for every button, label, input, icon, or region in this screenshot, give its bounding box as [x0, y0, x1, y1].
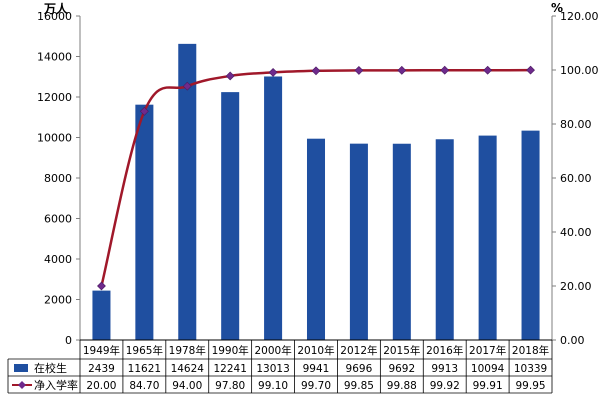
bar-value-label: 9696 [346, 363, 373, 375]
bar-value-label: 9941 [303, 363, 330, 375]
line-marker [526, 65, 535, 75]
bar [178, 43, 197, 340]
right-tick-label: 120.00 [560, 10, 599, 23]
bar-value-label: 10094 [471, 363, 505, 375]
bar-value-label: 2439 [88, 363, 115, 375]
bar [349, 143, 368, 340]
right-tick-label: 20.00 [560, 280, 592, 293]
left-tick-label: 2000 [44, 294, 72, 307]
line-marker [139, 106, 149, 116]
line-marker [268, 68, 278, 77]
bar [135, 104, 154, 341]
left-axis-unit: 万人 [43, 1, 69, 16]
line-marker [225, 71, 235, 81]
bar [306, 138, 326, 340]
bar-value-label: 10339 [514, 363, 547, 375]
category-label: 1990年 [212, 344, 249, 357]
left-tick-label: 8000 [44, 172, 72, 185]
left-tick-label: 10000 [37, 132, 72, 145]
right-tick-label: 0.00 [560, 334, 585, 347]
category-label: 2000年 [254, 344, 291, 357]
right-axis: 0.00 20.00 40.00 60.00 80.00 100.00 120.00% [551, 1, 599, 347]
line-value-label: 97.80 [215, 380, 245, 392]
line-value-label: 99.85 [344, 380, 374, 392]
line-marker [397, 65, 407, 75]
enrollment-rate-line [100, 68, 531, 287]
bar [392, 143, 411, 340]
line-value-label: 20.00 [86, 380, 116, 392]
left-tick-label: 0 [65, 334, 72, 347]
left-tick-label: 14000 [37, 51, 72, 64]
line-marker [182, 81, 192, 91]
legend-bar-label: 在校生 [34, 361, 67, 375]
line-value-label: 99.91 [473, 380, 503, 392]
line-marker [440, 65, 450, 75]
category-label: 2015年 [383, 344, 420, 357]
line-value-label: 94.00 [172, 380, 202, 392]
bar [521, 130, 540, 340]
right-tick-label: 40.00 [560, 226, 592, 239]
right-tick-label: 80.00 [560, 118, 592, 131]
line-value-label: 99.95 [516, 380, 546, 392]
bar-series [92, 43, 540, 341]
line-value-label: 99.92 [430, 380, 460, 392]
line-value-label: 84.70 [129, 380, 159, 392]
left-tick-label: 12000 [37, 91, 72, 104]
legend-line-marker [18, 381, 26, 389]
line-value-label: 99.70 [301, 380, 331, 392]
bar-value-label: 13013 [256, 363, 289, 375]
bar-value-label: 14624 [171, 363, 205, 375]
category-label: 2017年 [469, 344, 506, 357]
category-label: 2010年 [297, 344, 334, 357]
bar-value-label: 9913 [431, 363, 458, 375]
left-tick-label: 16000 [37, 10, 72, 23]
line-value-label: 99.88 [387, 380, 417, 392]
category-label: 2016年 [426, 344, 463, 357]
bar-value-label: 9692 [388, 363, 415, 375]
data-table: 1949年 1965年 1978年 1990年 2000年 2010年 2012年 2015年… [7, 339, 553, 394]
category-label: 2018年 [512, 344, 549, 357]
line-series [97, 65, 535, 291]
bar-value-label: 12241 [213, 363, 246, 375]
bar [92, 290, 111, 340]
category-label: 1965年 [126, 344, 163, 357]
bar [221, 92, 240, 340]
bar-value-label: 11621 [128, 363, 161, 375]
right-axis-unit: % [551, 1, 563, 15]
bar [264, 76, 283, 340]
bar [435, 139, 454, 340]
line-marker [311, 66, 321, 76]
legend-bar-key [14, 364, 28, 372]
left-tick-label: 6000 [44, 213, 72, 226]
right-tick-label: 60.00 [560, 172, 592, 185]
left-tick-label: 4000 [44, 253, 72, 266]
right-tick-label: 100.00 [560, 64, 599, 77]
legend-line-label: 净入学率 [34, 378, 78, 392]
category-label: 1978年 [169, 344, 206, 357]
category-label: 1949年 [83, 344, 120, 357]
line-marker [97, 281, 106, 291]
bar [478, 135, 497, 340]
line-marker [483, 65, 493, 75]
line-value-label: 99.10 [258, 380, 288, 392]
category-label: 2012年 [340, 344, 377, 357]
line-marker [354, 65, 364, 75]
